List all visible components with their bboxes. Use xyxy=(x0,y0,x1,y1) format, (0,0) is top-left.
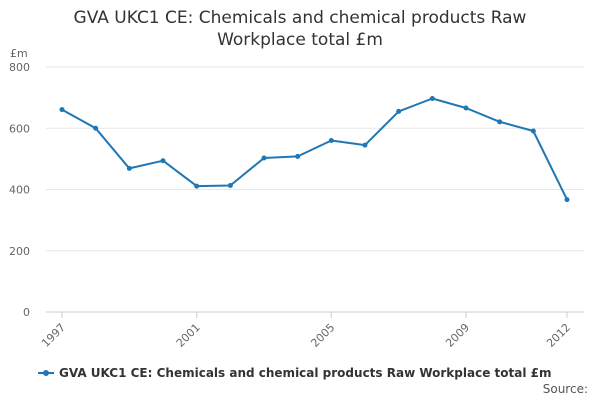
data-point-2008 xyxy=(429,96,435,102)
data-point-2004 xyxy=(295,153,301,159)
y-axis-unit: £m xyxy=(10,47,28,60)
data-point-1999 xyxy=(126,165,132,171)
x-tick-label-2005: 2005 xyxy=(308,321,337,350)
chart-title-line-1: GVA UKC1 CE: Chemicals and chemical prod… xyxy=(73,8,527,28)
series-line-0 xyxy=(61,97,568,201)
series-layer xyxy=(59,96,570,203)
data-point-2011 xyxy=(530,128,536,134)
x-tick-label-2009: 2009 xyxy=(443,321,472,350)
data-point-2000 xyxy=(160,158,166,164)
data-point-2005 xyxy=(328,138,334,143)
source-label: Source: xyxy=(542,382,588,396)
y-tick-label-200: 200 xyxy=(9,245,30,258)
data-point-2006 xyxy=(362,142,368,148)
grid xyxy=(46,66,584,252)
y-tick-label-0: 0 xyxy=(23,306,30,319)
data-point-2007 xyxy=(396,108,402,114)
data-point-2010 xyxy=(497,119,503,125)
data-point-2001 xyxy=(194,183,200,189)
data-point-2003 xyxy=(261,155,267,161)
x-tick-label-1997: 1997 xyxy=(39,321,68,350)
axes: 0 200 400 600 800 1997 2001 2005 2009 2012 xyxy=(9,61,584,350)
y-tick-label-600: 600 xyxy=(9,122,30,135)
data-point-1997 xyxy=(59,107,65,113)
x-tick-label-2001: 2001 xyxy=(174,321,203,350)
legend[interactable]: GVA UKC1 CE: Chemicals and chemical prod… xyxy=(38,365,551,381)
x-tick-label-2012: 2012 xyxy=(544,321,573,350)
data-point-2009 xyxy=(463,105,469,111)
data-point-2012 xyxy=(564,197,570,203)
chart-title-line-2: Workplace total £m xyxy=(217,30,383,50)
y-tick-label-800: 800 xyxy=(9,61,30,74)
chart-title: GVA UKC1 CE: Chemicals and chemical prod… xyxy=(0,7,600,51)
data-point-1998 xyxy=(93,125,99,131)
y-tick-label-400: 400 xyxy=(9,184,30,197)
legend-series-label: GVA UKC1 CE: Chemicals and chemical prod… xyxy=(59,366,552,380)
legend-series-marker xyxy=(38,367,54,379)
data-point-2002 xyxy=(227,183,233,189)
